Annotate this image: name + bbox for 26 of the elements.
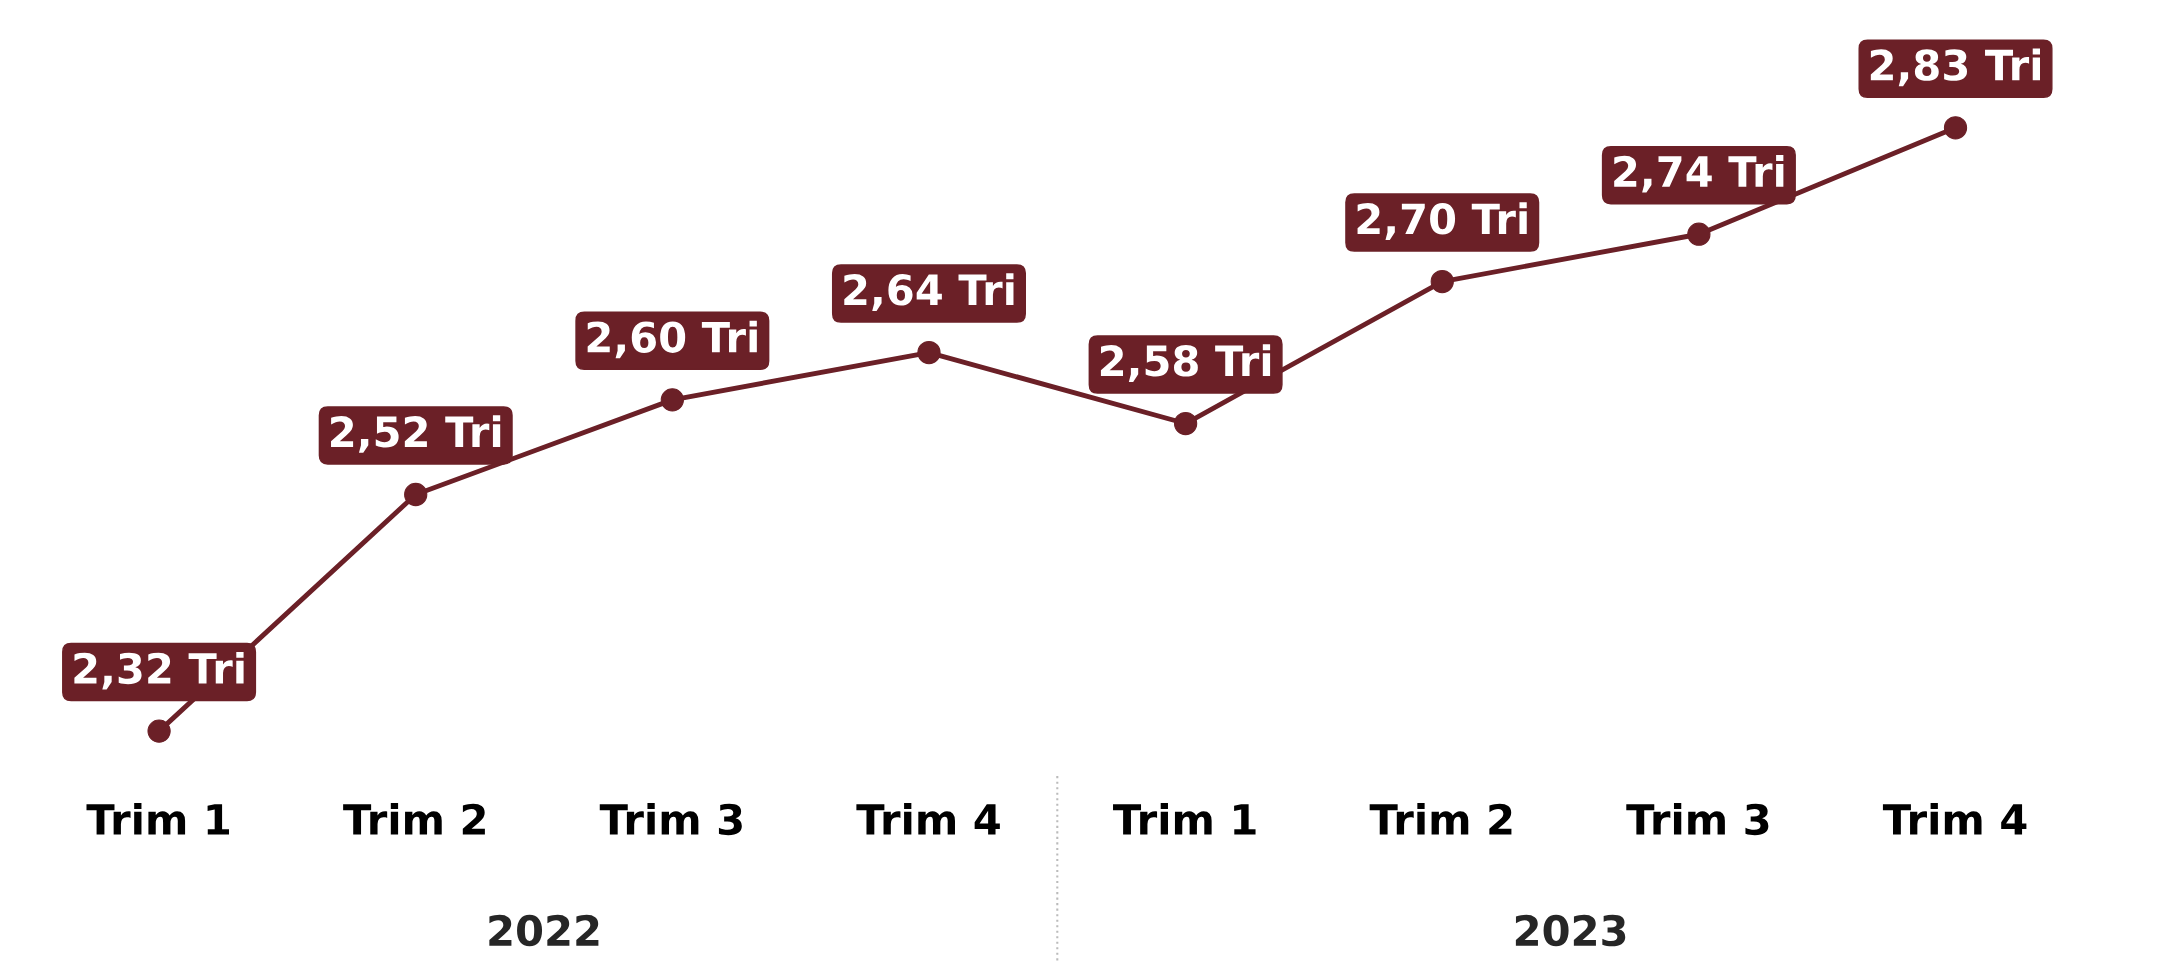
point (1687, 222, 1711, 246)
data-label: 2,83 Tri (1870, 48, 2041, 87)
x-tick-label: Trim 1 (86, 802, 230, 835)
x-tick-label: Trim 2 (343, 802, 485, 835)
x-tick-label: Trim 1 (1113, 802, 1256, 835)
point (147, 719, 171, 743)
text: 2022 (489, 914, 599, 947)
point (1943, 116, 1968, 140)
data-label: 2,64 Tri (844, 273, 1014, 311)
x-tick-label: Trim 3 (1626, 802, 1769, 836)
data-label: 2,32 Tri (74, 651, 244, 690)
point (404, 482, 428, 507)
point (917, 340, 941, 365)
x-tick-label: Trim 4 (1882, 802, 2027, 835)
x-tick-label: Trim 4 (856, 802, 1000, 835)
data-label: 2,74 Tri (1614, 155, 1784, 193)
data-label: 2,52 Tri (331, 415, 501, 453)
data-label: 2,60 Tri (587, 320, 757, 359)
x-tick-label: Trim 2 (1369, 802, 1512, 835)
point (1430, 269, 1454, 294)
x-tick-label: Trim 3 (599, 802, 742, 836)
text: 2023 (1515, 914, 1626, 947)
point (1173, 411, 1198, 436)
data-label: 2,70 Tri (1357, 202, 1527, 240)
data-label: 2,58 Tri (1100, 344, 1271, 382)
point (660, 388, 684, 412)
